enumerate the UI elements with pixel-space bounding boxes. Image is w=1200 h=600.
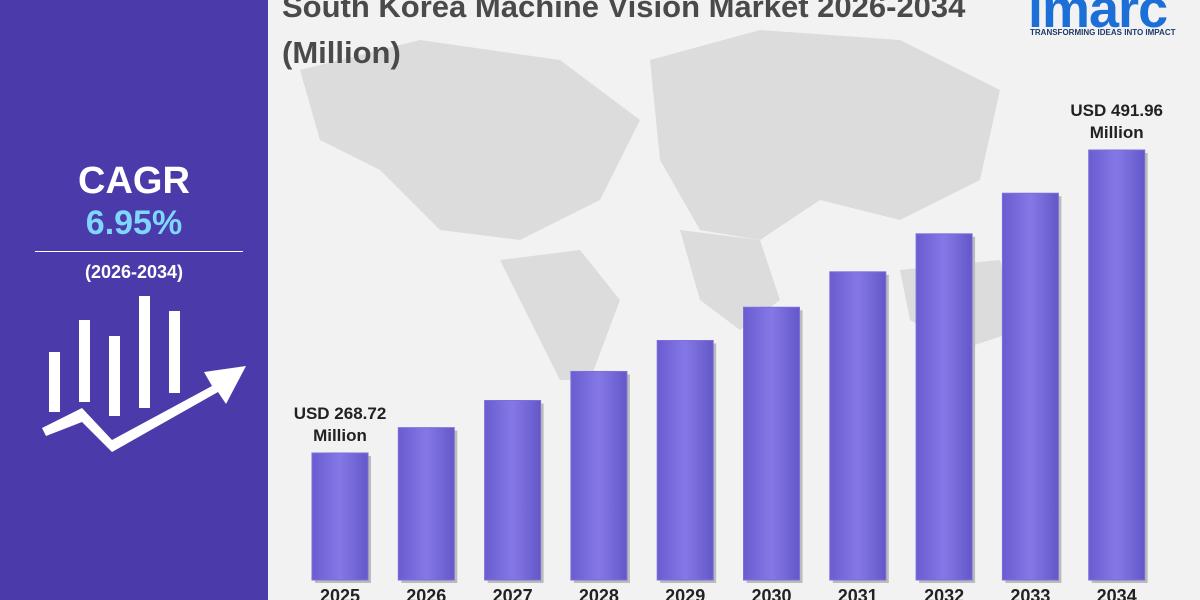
- logo-tagline: TRANSFORMING IDEAS INTO IMPACT: [1030, 28, 1176, 37]
- bar: [915, 233, 973, 581]
- x-tick-label: 2030: [751, 586, 792, 600]
- bar: [743, 306, 800, 581]
- x-tick-label: 2025: [319, 586, 361, 600]
- bar: [311, 452, 369, 581]
- x-tick-label: 2031: [837, 586, 878, 600]
- x-tick-label: 2026: [406, 586, 447, 600]
- x-tick-label: 2033: [1010, 586, 1051, 600]
- x-tick-label: 2034: [1096, 586, 1137, 600]
- bar: [829, 271, 887, 581]
- cagr-label: CAGR: [78, 160, 190, 202]
- cagr-period: (2026-2034): [84, 262, 184, 282]
- x-tick-label: 2028: [578, 586, 619, 600]
- bar: [397, 427, 455, 581]
- divider: [35, 251, 243, 252]
- bar: [1001, 192, 1059, 581]
- value-label: USD 268.72 Million: [293, 404, 387, 445]
- x-tick-label: 2029: [665, 586, 706, 600]
- world-map: [300, 30, 1020, 380]
- bar: [570, 370, 628, 581]
- logo: imarc: [1028, 0, 1168, 39]
- value-label: USD 491.96 Million: [1070, 101, 1163, 142]
- side-panel: CAGR 6.95% (2026-2034): [0, 0, 268, 600]
- chart-title: South Korea Machine Vision Market 2026-2…: [282, 0, 966, 70]
- growth-icon: [42, 296, 246, 452]
- bar: [484, 400, 542, 581]
- x-tick-label: 2032: [924, 586, 965, 600]
- x-tick-label: 2027: [492, 586, 533, 600]
- cagr-value: 6.95%: [85, 204, 183, 242]
- bar: [1088, 149, 1146, 581]
- bar: [656, 340, 714, 581]
